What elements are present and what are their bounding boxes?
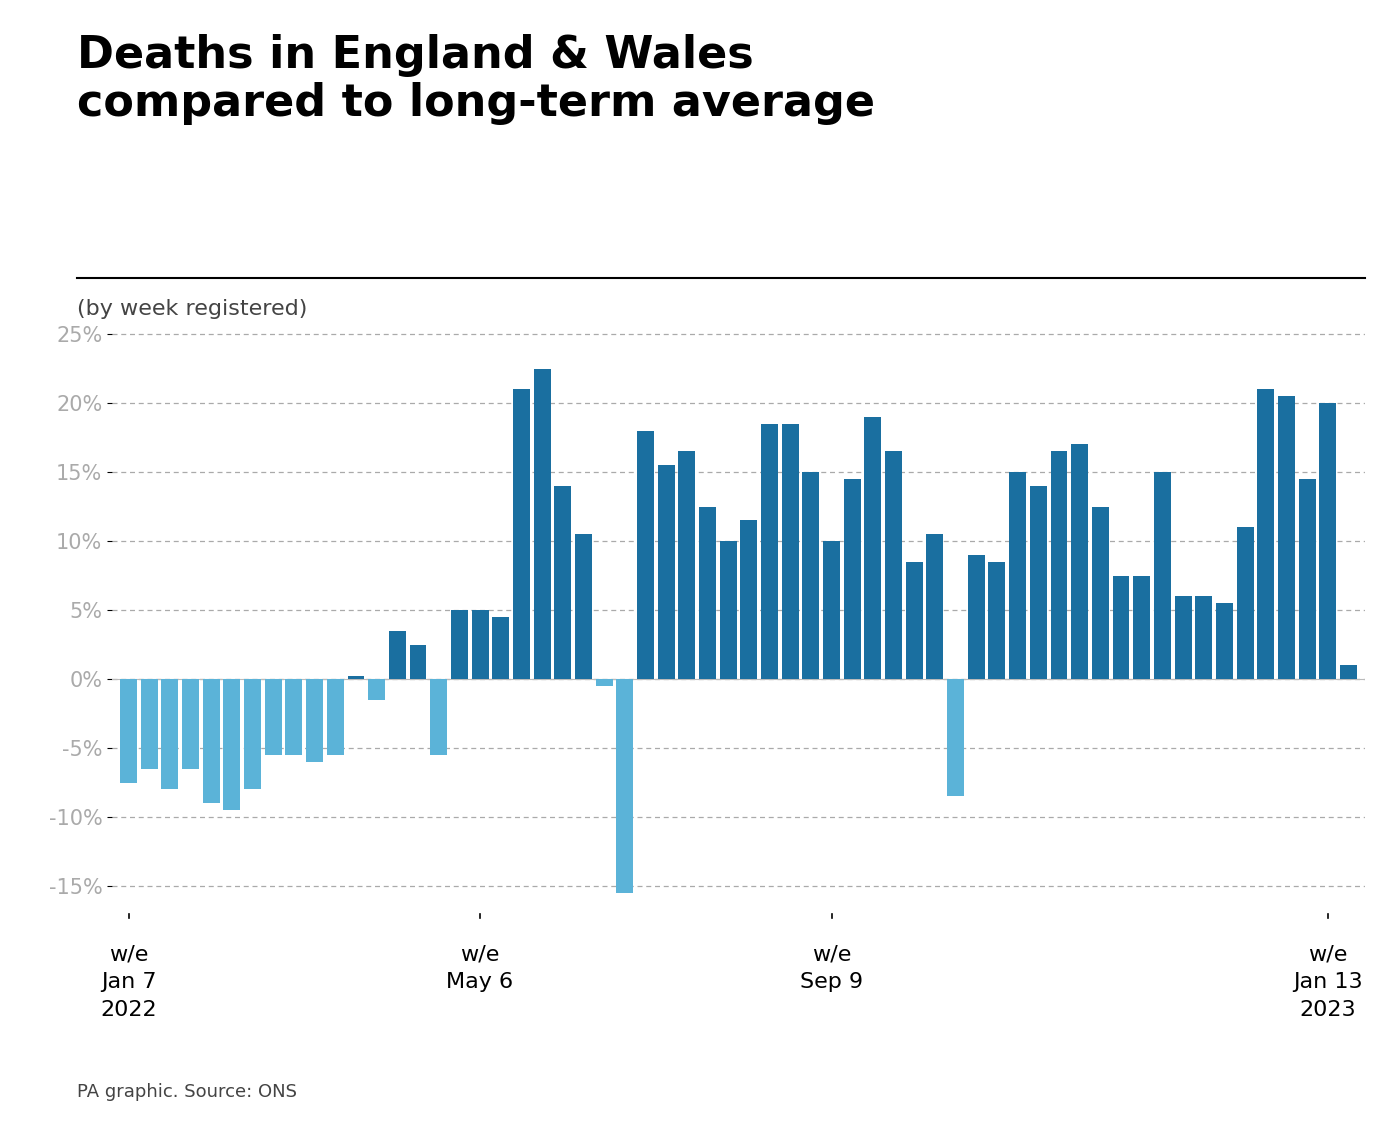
Bar: [512, 389, 529, 679]
Bar: [699, 506, 715, 679]
Bar: [451, 611, 468, 679]
Bar: [679, 452, 696, 679]
Bar: [1196, 596, 1212, 679]
Bar: [1236, 528, 1253, 679]
Bar: [802, 472, 819, 679]
Bar: [307, 679, 323, 762]
Bar: [967, 555, 984, 679]
Bar: [182, 679, 199, 768]
Bar: [595, 679, 613, 686]
Bar: [616, 679, 633, 893]
Bar: [1133, 575, 1151, 679]
Bar: [885, 452, 902, 679]
Bar: [741, 520, 757, 679]
Bar: [493, 617, 510, 679]
Bar: [1217, 603, 1233, 679]
Bar: [224, 679, 241, 810]
Bar: [286, 679, 302, 755]
Bar: [1092, 506, 1109, 679]
Bar: [389, 631, 406, 679]
Bar: [1050, 452, 1067, 679]
Text: w/e
Jan 7
2022: w/e Jan 7 2022: [101, 944, 157, 1020]
Bar: [554, 486, 571, 679]
Bar: [720, 541, 736, 679]
Bar: [1257, 389, 1274, 679]
Bar: [1175, 596, 1191, 679]
Bar: [575, 535, 592, 679]
Bar: [265, 679, 281, 755]
Bar: [823, 541, 840, 679]
Text: Deaths in England & Wales
compared to long-term average: Deaths in England & Wales compared to lo…: [77, 34, 875, 125]
Text: w/e
May 6: w/e May 6: [447, 944, 514, 992]
Bar: [762, 423, 778, 679]
Bar: [347, 676, 364, 679]
Bar: [1071, 445, 1088, 679]
Text: (by week registered): (by week registered): [77, 299, 308, 319]
Bar: [141, 679, 158, 768]
Bar: [1030, 486, 1047, 679]
Bar: [161, 679, 178, 790]
Text: PA graphic. Source: ONS: PA graphic. Source: ONS: [77, 1083, 297, 1101]
Bar: [1340, 665, 1357, 679]
Text: w/e
Sep 9: w/e Sep 9: [799, 944, 864, 992]
Bar: [244, 679, 260, 790]
Bar: [533, 369, 550, 679]
Bar: [120, 679, 137, 782]
Bar: [906, 562, 923, 679]
Bar: [203, 679, 220, 804]
Bar: [1113, 575, 1130, 679]
Bar: [637, 430, 654, 679]
Bar: [472, 611, 489, 679]
Bar: [326, 679, 344, 755]
Bar: [1009, 472, 1026, 679]
Bar: [948, 679, 965, 797]
Bar: [658, 465, 675, 679]
Bar: [927, 535, 944, 679]
Bar: [988, 562, 1005, 679]
Bar: [368, 679, 385, 700]
Bar: [1154, 472, 1170, 679]
Bar: [864, 417, 882, 679]
Bar: [844, 479, 861, 679]
Bar: [1319, 403, 1336, 679]
Bar: [781, 423, 798, 679]
Bar: [410, 645, 427, 679]
Bar: [1278, 396, 1295, 679]
Bar: [1299, 479, 1316, 679]
Bar: [430, 679, 447, 755]
Text: w/e
Jan 13
2023: w/e Jan 13 2023: [1294, 944, 1362, 1020]
